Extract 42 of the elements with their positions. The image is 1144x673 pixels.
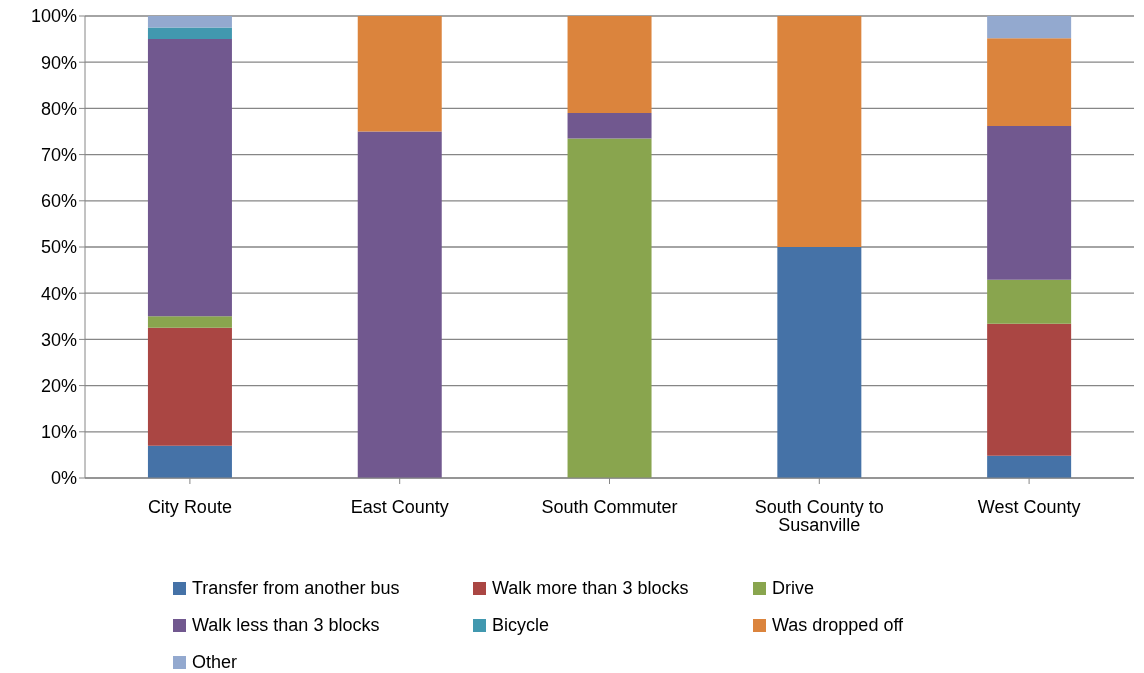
x-tick-label: South County to Susanville [754, 496, 884, 535]
bar [777, 247, 862, 478]
y-tick-label: 40% [40, 283, 77, 304]
y-tick-label: 20% [40, 375, 77, 396]
legend-label: Walk more than 3 blocks [492, 578, 689, 599]
y-tick-label: 70% [40, 144, 77, 165]
x-tick-label: City Route [147, 496, 232, 517]
bar [987, 279, 1072, 324]
y-tick-label: 100% [30, 6, 77, 27]
y-tick-label: 0% [50, 468, 77, 489]
y-tick-label: 80% [40, 98, 77, 119]
bar [987, 16, 1072, 39]
bar [987, 455, 1072, 478]
bar [987, 323, 1072, 456]
bar [987, 38, 1072, 126]
bar [357, 131, 442, 478]
legend-label: Drive [772, 578, 815, 599]
x-tick-label: South Commuter [541, 496, 678, 517]
legend-label: Was dropped off [772, 615, 904, 636]
legend-label: Other [192, 652, 238, 673]
y-tick-label: 90% [40, 52, 77, 73]
x-tick-label: East County [350, 496, 449, 517]
x-tick-label: West County [977, 496, 1081, 517]
bar [147, 316, 232, 328]
bar [147, 16, 232, 28]
bar [357, 16, 442, 132]
bar [567, 113, 652, 139]
y-tick-label: 60% [40, 191, 77, 212]
legend-label: Walk less than 3 blocks [192, 615, 380, 636]
bar [987, 125, 1072, 280]
y-tick-label: 10% [40, 422, 77, 443]
bar [777, 16, 862, 247]
legend-label: Transfer from another bus [192, 578, 400, 599]
legend-label: Bicycle [492, 615, 550, 636]
bar [147, 27, 232, 40]
y-tick-label: 30% [40, 329, 77, 350]
bar [147, 445, 232, 478]
bar [147, 39, 232, 317]
bar [567, 138, 652, 478]
bar [567, 16, 652, 114]
bar [147, 327, 232, 446]
y-tick-label: 50% [40, 237, 77, 258]
